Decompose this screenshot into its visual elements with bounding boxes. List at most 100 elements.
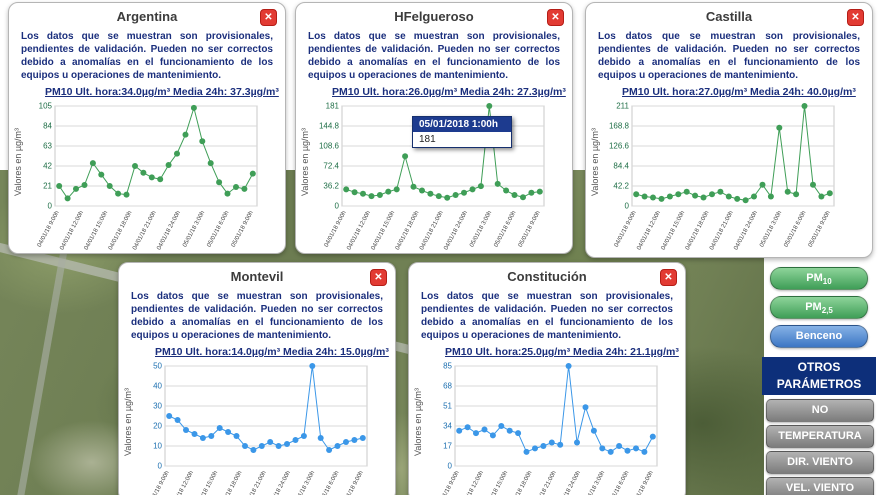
chart-area: Valores en µg/m³ 0 42.2 84.4 126.6 168.8 211 0… [590, 98, 872, 257]
svg-text:04/01/18 24:00h: 04/01/18 24:00h [733, 210, 759, 251]
temperatura-filter-button[interactable]: TEMPERATURA [766, 425, 874, 448]
svg-text:42: 42 [43, 162, 52, 171]
chart-area: Valores en µg/m³ 0 17 34 51 68 85 04/01/18 9:0… [413, 358, 685, 495]
svg-text:04/01/18 21:00h: 04/01/18 21:00h [242, 470, 268, 495]
panel-title: HFelgueroso [394, 9, 474, 24]
pm10-chart[interactable]: 0 42.2 84.4 126.6 168.8 211 04/01/18 9:00h 04/0… [600, 98, 872, 257]
svg-text:34: 34 [443, 422, 452, 431]
svg-text:21: 21 [43, 182, 52, 191]
svg-text:0: 0 [448, 462, 453, 471]
svg-text:0: 0 [158, 462, 163, 471]
svg-text:05/01/18 9:00h: 05/01/18 9:00h [231, 210, 255, 248]
chart-header: PM10 Ult. hora:26.0µg/m³ Media 24h: 27.3… [332, 86, 566, 98]
station-panel-montevil: Montevil ✕ Los datos que se muestran son… [118, 262, 396, 495]
svg-text:05/01/18 6:00h: 05/01/18 6:00h [493, 210, 517, 248]
svg-text:108.6: 108.6 [319, 142, 340, 151]
station-panel-constitucion: Constitución ✕ Los datos que se muestran… [408, 262, 686, 495]
svg-text:144.8: 144.8 [319, 122, 340, 131]
close-button[interactable]: ✕ [370, 269, 387, 286]
svg-text:181: 181 [326, 102, 340, 111]
svg-text:04/01/18 12:00h: 04/01/18 12:00h [636, 210, 662, 251]
y-axis-label: Valores en µg/m³ [13, 127, 23, 197]
svg-text:51: 51 [443, 402, 452, 411]
y-axis-label: Valores en µg/m³ [413, 387, 423, 457]
provisional-warning: Los datos que se muestran son provisiona… [421, 291, 673, 341]
svg-text:04/01/18 18:00h: 04/01/18 18:00h [108, 210, 134, 251]
pm10-chart[interactable]: 0 10 20 30 40 50 04/01/18 9:00h 04/01/18 12:00h… [133, 358, 395, 495]
no-filter-button[interactable]: NO [766, 399, 874, 422]
close-button[interactable]: ✕ [660, 269, 677, 286]
svg-text:04/01/18 21:00h: 04/01/18 21:00h [532, 470, 558, 495]
pm10-chart[interactable]: 0 21 42 63 84 105 04/01/18 9:00h 04/01/18 12:00… [23, 98, 285, 253]
vel-viento-filter-button[interactable]: VEL. VIENTO [766, 477, 874, 495]
provisional-warning: Los datos que se muestran son provisiona… [598, 31, 860, 81]
close-icon: ✕ [551, 12, 560, 23]
station-panel-castilla: Castilla ✕ Los datos que se muestran son… [585, 2, 873, 258]
chart-area: Valores en µg/m³ 0 36.2 72.4 108.6 144.8 181 0… [300, 98, 572, 253]
svg-text:04/01/18 15:00h: 04/01/18 15:00h [484, 470, 510, 495]
svg-text:04/01/18 24:00h: 04/01/18 24:00h [156, 210, 182, 251]
svg-text:04/01/18 18:00h: 04/01/18 18:00h [685, 210, 711, 251]
svg-text:63: 63 [43, 142, 52, 151]
svg-text:0: 0 [625, 202, 630, 211]
svg-text:04/01/18 21:00h: 04/01/18 21:00h [419, 210, 445, 251]
svg-text:04/01/18 9:00h: 04/01/18 9:00h [147, 470, 171, 495]
svg-text:04/01/18 9:00h: 04/01/18 9:00h [437, 470, 461, 495]
panel-title: Constitución [507, 269, 587, 284]
chart-tooltip: 05/01/2018 1:00h 181 [412, 116, 512, 148]
svg-text:04/01/18 9:00h: 04/01/18 9:00h [37, 210, 61, 248]
y-axis-label: Valores en µg/m³ [300, 127, 310, 197]
pm10-chart[interactable]: 0 17 34 51 68 85 04/01/18 9:00h 04/01/18 12:00h… [423, 358, 685, 495]
close-icon: ✕ [264, 12, 273, 23]
svg-text:05/01/18 3:00h: 05/01/18 3:00h [469, 210, 493, 248]
tooltip-date: 05/01/2018 1:00h [413, 117, 511, 132]
svg-text:04/01/18 15:00h: 04/01/18 15:00h [371, 210, 397, 251]
svg-text:168.8: 168.8 [609, 122, 630, 131]
chart-header: PM10 Ult. hora:14.0µg/m³ Media 24h: 15.0… [155, 346, 389, 358]
svg-text:105: 105 [39, 102, 53, 111]
benceno-filter-button[interactable]: Benceno [770, 325, 868, 348]
chart-area: Valores en µg/m³ 0 10 20 30 40 50 04/01/18 9:0… [123, 358, 395, 495]
svg-text:84: 84 [43, 122, 52, 131]
svg-text:72.4: 72.4 [323, 162, 339, 171]
y-axis-label: Valores en µg/m³ [590, 127, 600, 197]
close-button[interactable]: ✕ [547, 9, 564, 26]
station-panel-hfelgueroso: HFelgueroso ✕ Los datos que se muestran … [295, 2, 573, 254]
pm25-filter-button[interactable]: PM2,5 [770, 296, 868, 319]
pm10-filter-button[interactable]: PM10 [770, 267, 868, 290]
provisional-warning: Los datos que se muestran son provisiona… [308, 31, 560, 81]
provisional-warning: Los datos que se muestran son provisiona… [21, 31, 273, 81]
close-icon: ✕ [851, 12, 860, 23]
svg-text:04/01/18 15:00h: 04/01/18 15:00h [661, 210, 687, 251]
station-panel-argentina: Argentina ✕ Los datos que se muestran so… [8, 2, 286, 254]
svg-text:05/01/18 3:00h: 05/01/18 3:00h [759, 210, 783, 248]
dir-viento-filter-button[interactable]: DIR. VIENTO [766, 451, 874, 474]
svg-text:0: 0 [335, 202, 340, 211]
svg-text:05/01/18 3:00h: 05/01/18 3:00h [292, 470, 316, 495]
svg-text:126.6: 126.6 [609, 142, 630, 151]
pm25-label: PM [805, 301, 822, 313]
svg-text:04/01/18 12:00h: 04/01/18 12:00h [169, 470, 195, 495]
svg-text:04/01/18 12:00h: 04/01/18 12:00h [346, 210, 372, 251]
tooltip-value: 181 [413, 132, 511, 147]
close-button[interactable]: ✕ [260, 9, 277, 26]
svg-text:68: 68 [443, 382, 452, 391]
pm25-sub: 2,5 [821, 306, 833, 316]
svg-text:04/01/18 9:00h: 04/01/18 9:00h [614, 210, 638, 248]
svg-text:05/01/18 3:00h: 05/01/18 3:00h [582, 470, 606, 495]
svg-text:05/01/18 9:00h: 05/01/18 9:00h [518, 210, 542, 248]
svg-text:05/01/18 6:00h: 05/01/18 6:00h [206, 210, 230, 248]
svg-text:20: 20 [153, 422, 162, 431]
svg-text:04/01/18 15:00h: 04/01/18 15:00h [84, 210, 110, 251]
chart-header: PM10 Ult. hora:34.0µg/m³ Media 24h: 37.3… [45, 86, 279, 98]
svg-text:04/01/18 12:00h: 04/01/18 12:00h [459, 470, 485, 495]
otros-parametros-header: OTROS PARÁMETROS [762, 357, 876, 395]
y-axis-label: Valores en µg/m³ [123, 387, 133, 457]
svg-text:04/01/18 21:00h: 04/01/18 21:00h [132, 210, 158, 251]
svg-text:05/01/18 9:00h: 05/01/18 9:00h [631, 470, 655, 495]
close-button[interactable]: ✕ [847, 9, 864, 26]
svg-text:40: 40 [153, 382, 162, 391]
svg-text:04/01/18 9:00h: 04/01/18 9:00h [324, 210, 348, 248]
svg-text:05/01/18 9:00h: 05/01/18 9:00h [341, 470, 365, 495]
